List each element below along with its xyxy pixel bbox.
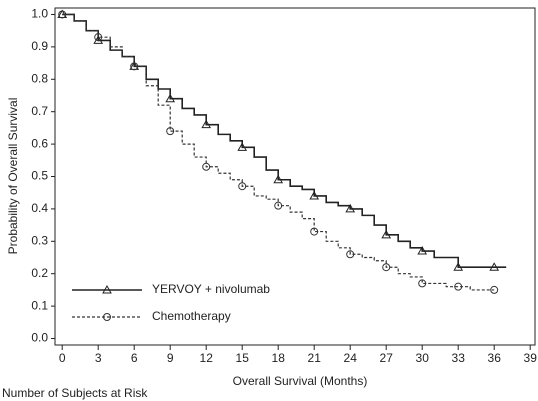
- marker: [238, 182, 247, 191]
- x-tick-label: 12: [200, 351, 214, 365]
- legend-marker: [103, 313, 111, 321]
- x-tick-label: 30: [416, 351, 430, 365]
- y-tick-label: 0.7: [31, 104, 48, 118]
- x-tick-label: 0: [59, 351, 66, 365]
- y-axis-label: Probability of Overall Survival: [6, 98, 20, 255]
- x-tick-label: 18: [272, 351, 286, 365]
- footnote: Number of Subjects at Risk: [2, 386, 148, 400]
- y-tick-label: 0.6: [31, 136, 48, 150]
- y-tick-label: 0.5: [31, 169, 48, 183]
- marker: [310, 227, 319, 236]
- legend-label: Chemotherapy: [152, 309, 231, 323]
- km-curve: [62, 13, 507, 269]
- legend-marker: [102, 284, 112, 294]
- x-tick-label: 33: [452, 351, 466, 365]
- marker: [58, 10, 67, 19]
- marker: [94, 33, 103, 42]
- marker: [273, 174, 284, 184]
- x-tick-label: 3: [95, 351, 102, 365]
- x-tick-label: 27: [380, 351, 394, 365]
- km-curve: [62, 13, 495, 291]
- x-tick-label: 21: [308, 351, 322, 365]
- y-tick-label: 0.1: [31, 298, 48, 312]
- x-tick-label: 36: [488, 351, 502, 365]
- y-tick-label: 0.3: [31, 233, 48, 247]
- marker: [274, 201, 283, 210]
- marker: [130, 62, 139, 71]
- marker: [166, 127, 175, 136]
- x-tick-label: 15: [236, 351, 250, 365]
- marker: [201, 119, 212, 129]
- marker: [165, 93, 176, 103]
- marker: [382, 263, 391, 272]
- marker: [345, 203, 356, 213]
- marker: [202, 162, 211, 171]
- x-axis-label: Overall Survival (Months): [233, 374, 368, 388]
- marker: [417, 246, 428, 255]
- marker: [346, 250, 355, 259]
- y-tick-label: 1.0: [31, 7, 48, 21]
- y-tick-label: 0.8: [31, 71, 48, 85]
- marker: [237, 142, 248, 151]
- y-tick-label: 0.4: [31, 201, 48, 215]
- marker: [381, 229, 392, 239]
- marker: [454, 282, 463, 291]
- marker: [309, 190, 320, 200]
- y-tick-label: 0.2: [31, 266, 48, 280]
- marker: [489, 262, 500, 271]
- marker: [490, 285, 499, 294]
- x-tick-label: 9: [167, 351, 174, 365]
- y-tick-label: 0.0: [31, 331, 48, 345]
- y-tick-label: 0.9: [31, 39, 48, 53]
- x-tick-label: 24: [344, 351, 358, 365]
- marker: [418, 279, 427, 288]
- x-tick-label: 39: [524, 351, 538, 365]
- legend-label: YERVOY + nivolumab: [152, 282, 270, 296]
- marker: [453, 262, 464, 271]
- plot-frame: [54, 7, 536, 346]
- x-tick-label: 6: [131, 351, 138, 365]
